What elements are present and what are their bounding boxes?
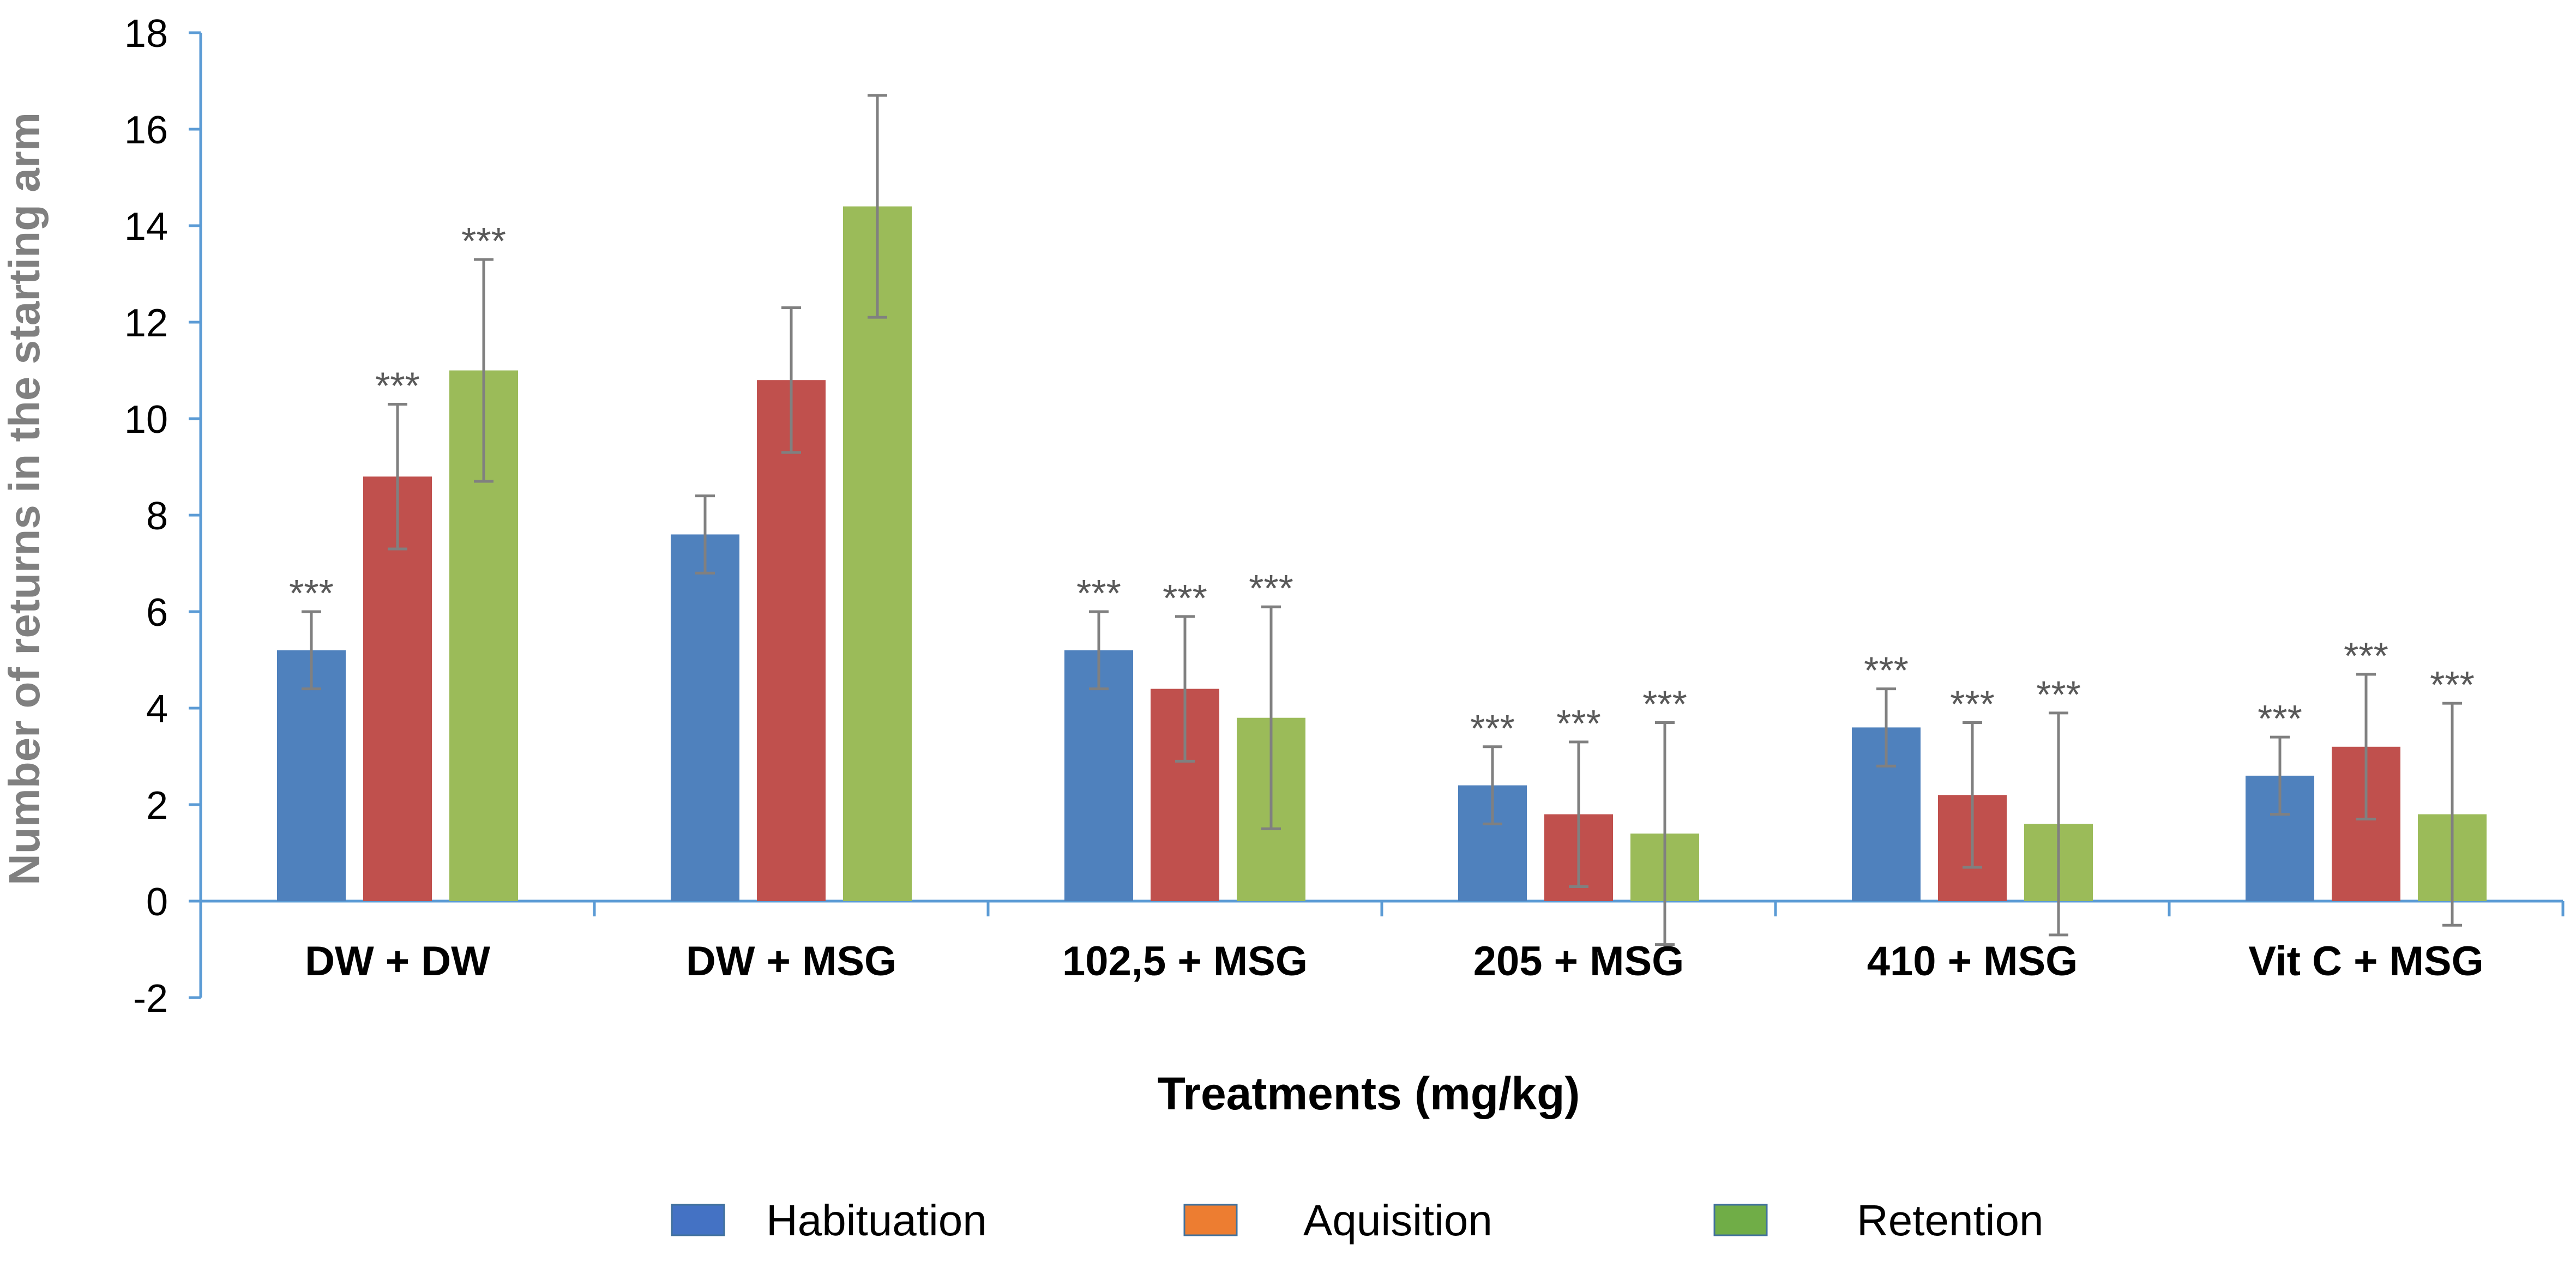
y-tick-label: 14 [124, 205, 168, 249]
significance-marker: *** [289, 572, 334, 614]
error-bars [302, 94, 2462, 946]
y-tick-label: 2 [146, 784, 168, 828]
category-label: Vit C + MSG [2248, 938, 2483, 985]
legend-label-habituation: Habituation [766, 1196, 987, 1245]
y-tick-label: 18 [124, 12, 168, 56]
significance-marker: *** [1864, 649, 1909, 692]
x-axis-label: Treatments (mg/kg) [1158, 1068, 1580, 1119]
y-tick-label: -2 [133, 977, 168, 1021]
category-labels: DW + DW DW + MSG 102,5 + MSG 205 + MSG 410 +… [305, 938, 2484, 985]
significance-marker: *** [1470, 707, 1515, 750]
legend-label-retention: Retention [1857, 1196, 2043, 1245]
legend: Habituation Aquisition Retention [671, 1196, 2043, 1245]
significance-marker: *** [461, 220, 506, 262]
significance-annotations: *** *** *** *** *** *** *** *** *** *** *** *** *** *… [289, 220, 2475, 750]
bar-habituation [1064, 650, 1133, 901]
legend-swatch-habituation [671, 1204, 725, 1236]
y-tick-label: 0 [146, 880, 168, 924]
significance-marker: *** [1950, 683, 1995, 726]
y-axis-label: Number of returns in the starting arm [0, 112, 49, 885]
significance-marker: *** [2344, 635, 2388, 677]
significance-marker: *** [2258, 697, 2302, 740]
legend-label-aquisition: Aquisition [1303, 1196, 1492, 1245]
legend-swatch-retention [1713, 1204, 1768, 1236]
axes [199, 33, 2565, 998]
y-tick-label: 4 [146, 687, 168, 731]
bars [277, 206, 2487, 902]
significance-marker: *** [2036, 673, 2081, 716]
legend-swatch-aquisition [1183, 1204, 1238, 1236]
significance-marker: *** [1163, 577, 1207, 619]
category-label: 205 + MSG [1473, 938, 1684, 985]
y-tick-label: 8 [146, 494, 168, 538]
bar-retention [843, 206, 912, 902]
y-tick-label: 16 [124, 108, 168, 152]
y-tick-label: 6 [146, 591, 168, 635]
significance-marker: *** [1076, 572, 1121, 614]
category-label: DW + MSG [686, 938, 896, 985]
significance-marker: *** [375, 364, 420, 407]
bar-aquisition [757, 380, 826, 901]
category-label: 102,5 + MSG [1062, 938, 1308, 985]
significance-marker: *** [1249, 567, 1293, 609]
significance-marker: *** [2430, 663, 2475, 706]
bar-habituation [277, 650, 346, 901]
category-label: DW + DW [305, 938, 490, 985]
category-label: 410 + MSG [1867, 938, 2078, 985]
y-tick-label: 12 [124, 301, 168, 345]
significance-marker: *** [1556, 702, 1601, 745]
y-tick-label: 10 [124, 398, 168, 442]
y-axis-ticks: -2 0 2 4 6 8 10 12 14 16 18 [124, 12, 201, 1021]
significance-marker: *** [1642, 683, 1687, 726]
bar-habituation [671, 534, 739, 901]
